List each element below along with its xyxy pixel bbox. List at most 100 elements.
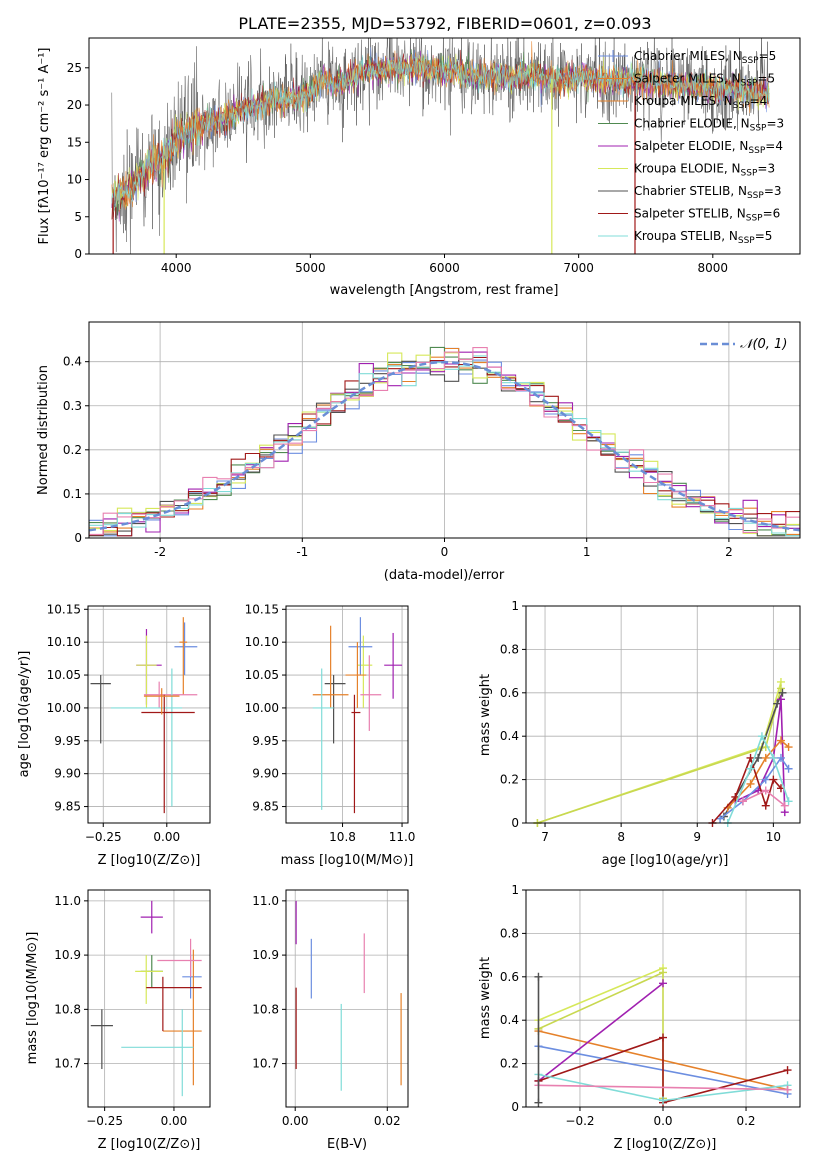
weight-age-ylabel: mass weight — [478, 674, 493, 756]
y-tick-label: 11.0 — [54, 894, 81, 908]
x-tick-label: −0.2 — [565, 1114, 594, 1128]
y-tick-label: 10.9 — [252, 948, 279, 962]
weight-marker — [746, 764, 755, 773]
legend-label: Chabrier STELIB, NSSP=3 — [634, 184, 782, 201]
spectrum-line — [111, 54, 770, 213]
x-tick-label: 5000 — [295, 261, 326, 275]
plot-frame — [285, 605, 409, 824]
weight-marker — [746, 753, 755, 762]
y-tick-label: 9.85 — [54, 800, 81, 814]
y-tick-label: 0.1 — [63, 487, 82, 501]
plot-frame — [525, 605, 801, 824]
legend-count: =6 — [763, 207, 781, 221]
x-tick-label: 6000 — [429, 261, 460, 275]
weight-line — [538, 967, 664, 1021]
y-tick-label: 0.6 — [500, 686, 519, 700]
age-mass-xlabel: mass [log10(M/M⊙)] — [281, 853, 414, 868]
histogram-step — [89, 358, 800, 537]
y-tick-label: 10.10 — [47, 635, 81, 649]
weight-marker — [776, 695, 785, 704]
weight-marker — [769, 753, 778, 762]
y-tick-label: 10.00 — [245, 701, 279, 715]
mass-vs-ebv-panel: 0.00 0.02 10.7 10.8 10.9 11.0 — [252, 889, 409, 1128]
weight-marker — [534, 972, 543, 981]
spectrum-line — [111, 38, 770, 254]
y-tick-label: 1 — [511, 883, 519, 897]
weight-line — [538, 1036, 788, 1104]
x-tick-label: −0.25 — [86, 1114, 123, 1128]
weight-line — [537, 688, 782, 824]
weight-marker — [783, 1066, 792, 1075]
y-tick-label: 0.4 — [500, 1013, 519, 1027]
residual-ylabel: Normed distribution — [36, 365, 51, 495]
plot-frame — [87, 605, 211, 824]
weight-marker — [754, 753, 763, 762]
legend-count: =3 — [766, 117, 784, 131]
x-tick-label: -1 — [296, 545, 308, 559]
x-tick-label: 10 — [766, 830, 781, 844]
weight-marker — [783, 1085, 792, 1094]
plot-frame — [87, 889, 211, 1108]
plot-frame — [285, 889, 409, 1108]
x-tick-label: 0.0 — [653, 1114, 672, 1128]
weight-line — [538, 982, 664, 1082]
mass-ebv-xlabel: E(B-V) — [327, 1137, 367, 1152]
weight-marker — [659, 1033, 667, 1042]
legend-label: Chabrier MILES, NSSP=5 — [634, 49, 776, 66]
weight-marker — [780, 801, 789, 810]
y-tick-label: 10 — [67, 173, 82, 187]
spectrum-ylabel: Flux [fλ10⁻¹⁷ erg cm⁻² s⁻¹ A⁻¹] — [37, 48, 52, 245]
residual-xlabel: (data-model)/error — [384, 568, 505, 583]
spectrum-xlabel: wavelength [Angstrom, rest frame] — [330, 283, 559, 298]
y-tick-label: 9.95 — [54, 734, 81, 748]
y-tick-label: 0.3 — [63, 399, 82, 413]
legend-count: =5 — [757, 72, 775, 86]
x-tick-label: 10.8 — [329, 830, 356, 844]
y-tick-label: 10.00 — [47, 701, 81, 715]
x-tick-label: 8 — [617, 830, 625, 844]
y-tick-label: 0 — [74, 247, 82, 261]
weight-marker — [776, 753, 785, 762]
y-tick-label: 10.7 — [252, 1057, 279, 1071]
weight-marker — [738, 797, 747, 806]
weight-marker — [659, 968, 667, 977]
legend-subscript: SSP — [750, 124, 767, 134]
legend-label: Salpeter ELODIE, NSSP=4 — [634, 139, 783, 156]
weight-marker — [778, 688, 787, 697]
normal-curve — [89, 360, 800, 532]
y-tick-label: 9.85 — [252, 800, 279, 814]
y-tick-label: 0 — [74, 531, 82, 545]
legend-subscript: SSP — [746, 214, 763, 224]
y-tick-label: 0.2 — [500, 1057, 519, 1071]
x-tick-label: 9 — [693, 830, 701, 844]
weight-marker — [784, 797, 793, 806]
y-tick-label: 0.8 — [500, 926, 519, 940]
y-tick-label: 9.95 — [252, 734, 279, 748]
x-tick-label: 0 — [441, 545, 449, 559]
weight-marker — [659, 1096, 667, 1105]
legend-subscript: SSP — [738, 236, 755, 246]
legend-subscript: SSP — [742, 56, 759, 66]
legend-count: =5 — [759, 49, 777, 63]
weight-line — [723, 692, 784, 817]
x-tick-label: 11.0 — [389, 830, 416, 844]
x-tick-label: -2 — [154, 545, 166, 559]
weight-marker — [746, 779, 755, 788]
weight-marker — [757, 732, 766, 741]
weight-line — [711, 755, 782, 824]
y-tick-label: 10.15 — [47, 602, 81, 616]
legend-subscript: SSP — [741, 79, 758, 89]
y-tick-label: 0.4 — [63, 355, 82, 369]
y-tick-label: 5 — [74, 210, 82, 224]
weight-marker — [534, 1098, 543, 1107]
y-tick-label: 0 — [511, 1100, 519, 1114]
residual-panel: -2 -1 0 1 2 0 0.1 0.2 0.3 0.4 — [63, 321, 801, 559]
x-tick-label: 1 — [583, 545, 591, 559]
weight-vs-metallicity-panel: −0.2 0.0 0.2 0 0.2 0.4 0.6 0.8 1 — [500, 883, 801, 1128]
weight-marker — [761, 786, 770, 795]
weight-marker — [716, 814, 725, 823]
weight-z-xlabel: Z [log10(Z/Z⊙)] — [614, 1137, 717, 1152]
age-z-xlabel: Z [log10(Z/Z⊙)] — [98, 853, 201, 868]
age-z-ylabel: age [log10(age/yr)] — [17, 651, 32, 778]
